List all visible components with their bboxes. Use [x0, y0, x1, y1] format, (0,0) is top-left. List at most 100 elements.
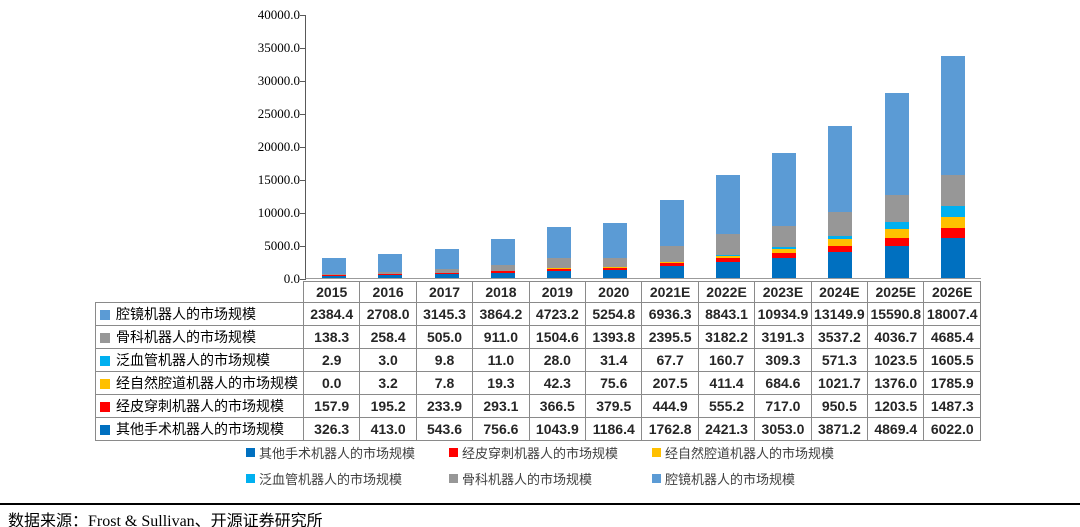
- legend-item: 其他手术机器人的市场规模: [245, 443, 415, 462]
- bar-stack: [715, 175, 740, 278]
- table-value-cell: 4036.7: [867, 325, 925, 349]
- table-value-cell: 9.8: [415, 348, 474, 372]
- bar-segment: [884, 195, 909, 223]
- table-header-year: 2020: [585, 281, 643, 303]
- table-value-cell: 413.0: [359, 417, 417, 441]
- bar-segment: [547, 271, 572, 278]
- table-row-label: 腔镜机器人的市场规模: [95, 302, 304, 326]
- bar-stack: [490, 239, 515, 278]
- y-axis-tick-label: 15000.0: [257, 172, 300, 187]
- bar-segment: [884, 92, 909, 196]
- bar-segment: [884, 222, 909, 229]
- series-swatch-icon: [100, 333, 110, 343]
- bar-segment: [715, 175, 740, 234]
- legend-swatch-icon: [245, 474, 255, 483]
- table-value-cell: 3.0: [359, 348, 417, 372]
- bar-segment: [659, 200, 684, 246]
- table-value-cell: 207.5: [641, 371, 699, 395]
- table-value-cell: 379.5: [585, 394, 643, 418]
- legend-item: 经皮穿刺机器人的市场规模: [448, 443, 618, 462]
- table-value-cell: 258.4: [359, 325, 417, 349]
- table-value-cell: 505.0: [415, 325, 474, 349]
- table-corner-cell: [96, 282, 304, 303]
- table-value-cell: 555.2: [697, 394, 756, 418]
- bar-segment: [772, 253, 797, 258]
- bar-segment: [659, 263, 684, 267]
- table-value-cell: 10934.9: [754, 302, 812, 326]
- bar-column-2016: [362, 15, 418, 278]
- bar-segment: [378, 274, 403, 276]
- table-value-cell: 6936.3: [641, 302, 699, 326]
- bar-segment: [940, 175, 965, 207]
- legend-label: 腔镜机器人的市场规模: [665, 472, 796, 487]
- table-header-year: 2017: [415, 281, 474, 303]
- y-axis-tick-label: 35000.0: [257, 40, 300, 55]
- table-value-cell: 6022.0: [923, 417, 981, 441]
- table-value-cell: 18007.4: [923, 302, 981, 326]
- legend-label: 经自然腔道机器人的市场规模: [665, 446, 835, 461]
- bar-column-2022E: [700, 15, 756, 278]
- y-axis-tick-label: 30000.0: [257, 73, 300, 88]
- table-header-year: 2018: [472, 281, 530, 303]
- y-axis-tick-label: 5000.0: [264, 238, 300, 253]
- table-value-cell: 160.7: [697, 348, 756, 372]
- legend-swatch-icon: [245, 448, 255, 457]
- bar-segment: [715, 233, 740, 255]
- table-header-year: 2022E: [697, 281, 756, 303]
- table-row-label: 经自然腔道机器人的市场规模: [95, 371, 304, 395]
- bar-column-2026E: [925, 15, 981, 278]
- bar-segment: [434, 248, 459, 270]
- bar-column-2023E: [756, 15, 812, 278]
- bar-column-2024E: [812, 15, 868, 278]
- bar-segment: [828, 252, 853, 278]
- bar-stack: [884, 92, 909, 278]
- table-value-cell: 4685.4: [923, 325, 981, 349]
- source-divider: [0, 503, 1080, 505]
- bar-segment: [715, 254, 740, 256]
- bar-segment: [715, 255, 740, 259]
- table-value-cell: 75.6: [585, 371, 643, 395]
- chart-legend: 其他手术机器人的市场规模 经皮穿刺机器人的市场规模 经自然腔道机器人的市场规模 泛血管…: [0, 443, 1080, 488]
- legend-item: 骨科机器人的市场规模: [448, 469, 618, 488]
- bar-series-container: [306, 15, 981, 278]
- table-row-label: 经皮穿刺机器人的市场规模: [95, 394, 304, 418]
- table-value-cell: 3537.2: [810, 325, 869, 349]
- table-value-cell: 1186.4: [585, 417, 643, 441]
- data-table: 2015 2016 2017 2018 2019 2020 2021E 2022E 2023E 2…: [95, 281, 981, 441]
- table-value-cell: 3182.2: [697, 325, 756, 349]
- y-axis-tick-mark: [300, 279, 306, 280]
- table-value-cell: 2384.4: [302, 302, 361, 326]
- table-value-cell: 3053.0: [754, 417, 812, 441]
- y-axis-tick-mark: [300, 48, 306, 49]
- y-axis-tick-mark: [300, 114, 306, 115]
- bar-segment: [434, 272, 459, 275]
- table-value-cell: 31.4: [585, 348, 643, 372]
- table-value-cell: 1376.0: [867, 371, 925, 395]
- bar-segment: [547, 258, 572, 269]
- table-header-year: 2025E: [867, 281, 925, 303]
- bar-segment: [828, 239, 853, 247]
- series-swatch-icon: [100, 425, 110, 435]
- table-value-cell: 684.6: [754, 371, 812, 395]
- table-value-cell: 2708.0: [359, 302, 417, 326]
- bar-segment: [490, 273, 515, 278]
- table-value-cell: 756.6: [472, 417, 530, 441]
- table-value-cell: 3.2: [359, 371, 417, 395]
- table-value-cell: 444.9: [641, 394, 699, 418]
- table-value-cell: 1487.3: [923, 394, 981, 418]
- table-value-cell: 11.0: [472, 348, 530, 372]
- table-header-year: 2016: [359, 281, 417, 303]
- bar-column-2017: [419, 15, 475, 278]
- table-value-cell: 3145.3: [415, 302, 474, 326]
- table-value-cell: 0.0: [302, 371, 361, 395]
- bar-segment: [547, 268, 572, 272]
- table-value-cell: 2395.5: [641, 325, 699, 349]
- data-table-header: 2015 2016 2017 2018 2019 2020 2021E 2022E 2023E 2…: [96, 281, 981, 303]
- y-axis-tick-mark: [300, 213, 306, 214]
- table-header-year: 2019: [528, 281, 587, 303]
- table-value-cell: 3864.2: [472, 302, 530, 326]
- table-value-cell: 8843.1: [697, 302, 756, 326]
- table-value-cell: 1203.5: [867, 394, 925, 418]
- table-value-cell: 1043.9: [528, 417, 587, 441]
